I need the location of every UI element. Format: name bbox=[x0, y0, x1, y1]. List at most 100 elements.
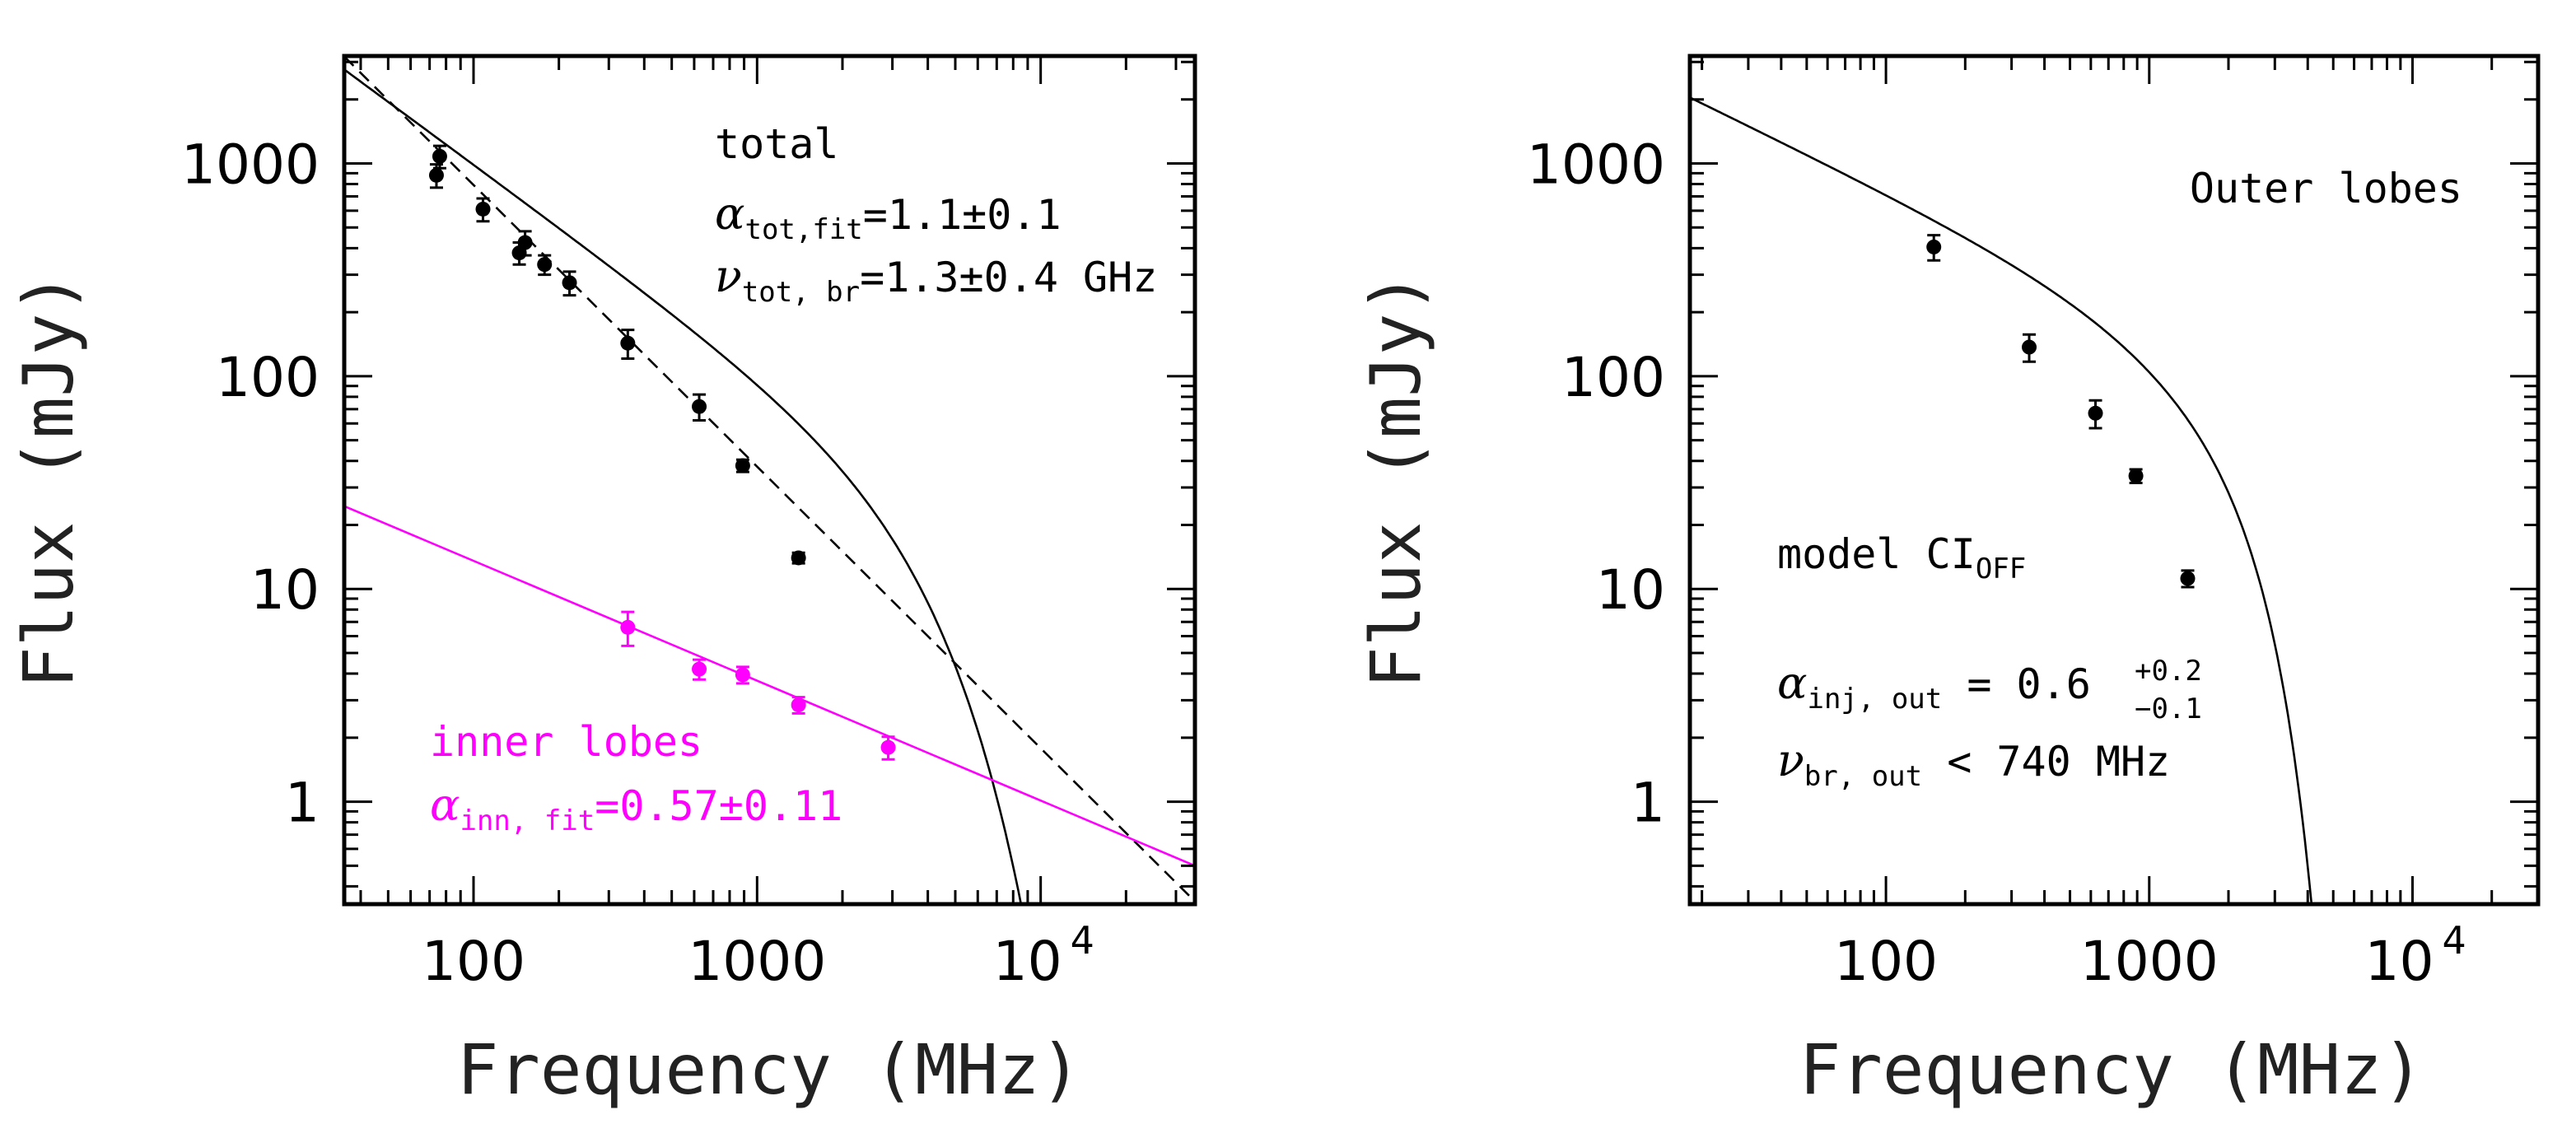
plot-area bbox=[1690, 96, 2313, 904]
data-marker bbox=[2088, 405, 2103, 421]
model-subscript: OFF bbox=[1976, 553, 2026, 585]
x-tick-label: 1000 bbox=[688, 930, 826, 993]
data-point-inner-lobes-0 bbox=[620, 610, 636, 647]
data-point-outer-lobes-4 bbox=[2180, 569, 2196, 589]
x-tick-label-exponent: 4 bbox=[1071, 918, 1094, 963]
plot-area bbox=[344, 56, 1195, 904]
right-y-axis-title: Flux (mJy) bbox=[1356, 272, 1436, 688]
fit-line-inner-lobes-fit bbox=[344, 505, 1195, 867]
alpha-inner-fit: αinn, fit=0.57±0.11 bbox=[430, 779, 842, 837]
x-tick-label: 10 bbox=[2364, 930, 2434, 993]
data-point-total-5 bbox=[537, 254, 553, 277]
data-point-inner-lobes-1 bbox=[692, 658, 707, 681]
y-tick-label: 100 bbox=[1561, 346, 1665, 409]
left-plot-frame bbox=[342, 54, 1197, 907]
data-point-inner-lobes-3 bbox=[791, 696, 806, 715]
alpha-symbol: α bbox=[430, 779, 460, 831]
alpha-injection-upper-error: +0.2 bbox=[2135, 655, 2202, 688]
x-tick-label: 100 bbox=[1834, 930, 1938, 993]
data-point-total-1 bbox=[432, 144, 447, 170]
data-marker bbox=[791, 550, 806, 566]
x-tick-label: 1000 bbox=[2080, 930, 2219, 993]
left-plot-marks bbox=[344, 56, 1195, 904]
x-tick-label-exponent: 4 bbox=[2442, 918, 2466, 963]
alpha-inner-value: =0.57±0.11 bbox=[595, 782, 842, 830]
data-marker bbox=[2180, 571, 2196, 586]
y-tick-label: 100 bbox=[216, 346, 320, 409]
data-point-outer-lobes-2 bbox=[2088, 399, 2103, 430]
left-total-label: total bbox=[715, 120, 839, 168]
alpha-total-value: =1.1±0.1 bbox=[863, 191, 1062, 239]
data-marker bbox=[620, 619, 636, 635]
y-tick-label: 1000 bbox=[181, 133, 320, 197]
data-point-outer-lobes-3 bbox=[2128, 468, 2144, 484]
alpha-symbol: α bbox=[1777, 657, 1807, 709]
data-marker bbox=[692, 399, 707, 414]
alpha-symbol: α bbox=[715, 188, 744, 240]
alpha-injection-lower-error: −0.1 bbox=[2135, 693, 2202, 725]
model-prefix: model CI bbox=[1777, 530, 1976, 578]
data-point-inner-lobes-2 bbox=[735, 665, 750, 685]
y-tick-label: 1 bbox=[1631, 772, 1665, 835]
nu-break-value: < 740 MHz bbox=[1922, 738, 2170, 786]
data-marker bbox=[791, 697, 806, 713]
data-point-total-6 bbox=[562, 270, 577, 297]
outer-lobes-label: Outer lobes bbox=[2190, 165, 2462, 212]
data-point-total-2 bbox=[475, 197, 491, 223]
alpha-total-subscript: tot,fit bbox=[744, 213, 862, 246]
data-point-total-4 bbox=[517, 230, 533, 257]
right-plot-marks bbox=[1690, 96, 2313, 904]
data-marker bbox=[2128, 468, 2144, 483]
data-point-outer-lobes-0 bbox=[1926, 234, 1942, 262]
nu-break-outer: νbr, out < 740 MHz bbox=[1777, 735, 2170, 793]
data-point-inner-lobes-4 bbox=[880, 735, 896, 761]
data-marker bbox=[692, 661, 707, 677]
data-point-total-7 bbox=[620, 329, 636, 360]
left-nu-break: νtot, br=1.3±0.4 GHz bbox=[715, 250, 1157, 309]
data-marker bbox=[735, 458, 750, 473]
data-point-outer-lobes-1 bbox=[2022, 333, 2037, 363]
nu-symbol: ν bbox=[715, 250, 742, 302]
left-x-axis-title: Frequency (MHz) bbox=[457, 1029, 1082, 1110]
alpha-injection: αinj, out = 0.6 bbox=[1777, 657, 2091, 716]
left-alpha-total: αtot,fit=1.1±0.1 bbox=[715, 188, 1062, 246]
alpha-inner-subscript: inn, fit bbox=[460, 805, 595, 837]
data-marker bbox=[735, 667, 750, 683]
nu-break-subscript: br, out bbox=[1804, 760, 1922, 793]
data-marker bbox=[1926, 239, 1942, 254]
data-marker bbox=[517, 235, 533, 250]
right-plot-frame bbox=[1687, 54, 2541, 907]
right-x-axis-title: Frequency (MHz) bbox=[1799, 1029, 2424, 1110]
inner-lobes-label: inner lobes bbox=[430, 718, 702, 766]
data-point-total-8 bbox=[692, 393, 707, 422]
data-marker bbox=[428, 167, 444, 183]
data-point-total-9 bbox=[735, 458, 750, 473]
data-marker bbox=[562, 275, 577, 291]
nu-total-subscript: tot, br bbox=[742, 276, 860, 309]
fit-line-total-fit-aged- bbox=[344, 68, 1023, 904]
alpha-injection-value: = 0.6 bbox=[1942, 660, 2091, 708]
data-marker bbox=[2022, 339, 2037, 355]
y-tick-label: 1000 bbox=[1527, 133, 1665, 197]
y-tick-label: 10 bbox=[250, 558, 320, 622]
data-marker bbox=[537, 257, 553, 273]
y-tick-label: 10 bbox=[1596, 558, 1665, 622]
x-tick-label: 100 bbox=[422, 930, 525, 993]
alpha-injection-subscript: inj, out bbox=[1807, 683, 1942, 716]
nu-total-value: =1.3±0.4 GHz bbox=[860, 254, 1157, 301]
data-marker bbox=[880, 739, 896, 755]
data-point-total-10 bbox=[791, 550, 806, 566]
data-marker bbox=[432, 148, 447, 164]
fit-line-power-law bbox=[344, 56, 1195, 902]
fit-line-ci-off-model bbox=[1690, 96, 2313, 904]
data-marker bbox=[620, 335, 636, 351]
x-tick-label: 10 bbox=[993, 930, 1062, 993]
nu-symbol: ν bbox=[1777, 735, 1804, 786]
model-label: model CIOFF bbox=[1777, 530, 2026, 585]
data-marker bbox=[475, 201, 491, 217]
